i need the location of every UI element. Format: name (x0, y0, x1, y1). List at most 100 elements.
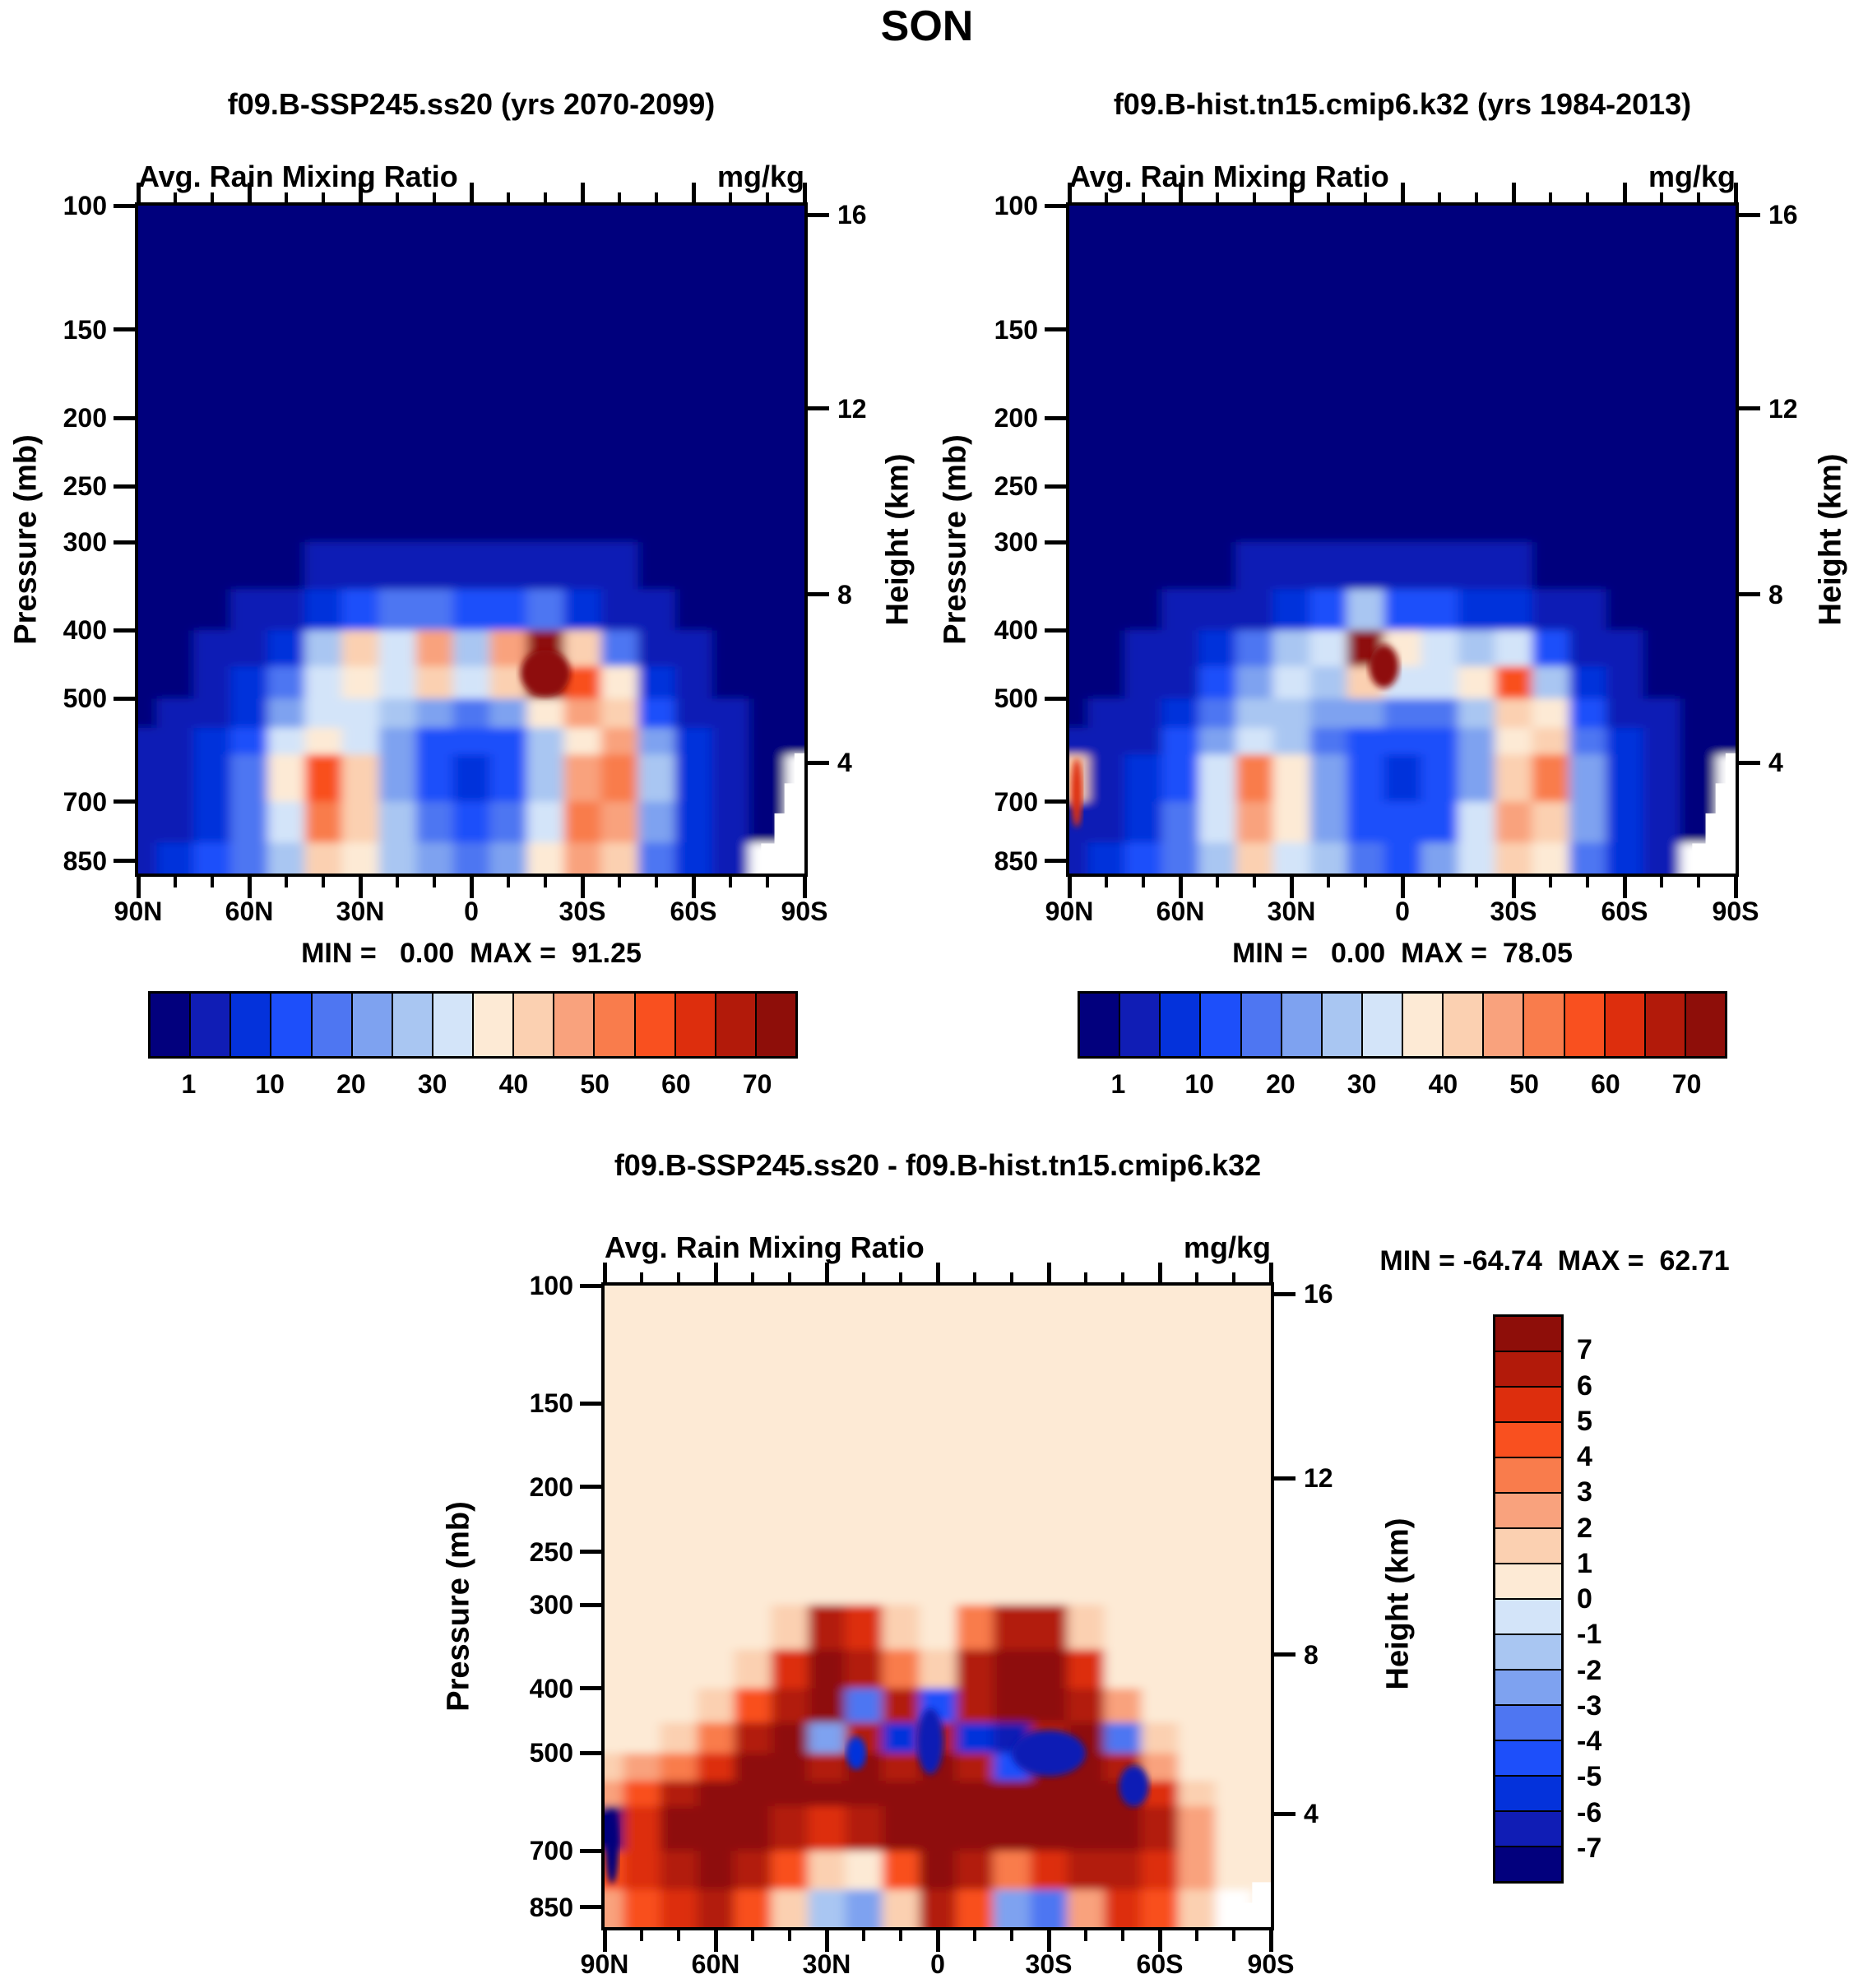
lat-tick-minor-top (1253, 192, 1256, 202)
panel-title: f09.B-SSP245.ss20 - f09.B-hist.tn15.cmip… (614, 1148, 1262, 1182)
lat-tick-major (247, 877, 252, 898)
lat-tick-minor (973, 1930, 976, 1941)
stats-line: MIN = -64.74 MAX = 62.71 (1379, 1245, 1730, 1277)
colorbar-cell (191, 994, 232, 1056)
colorbar-cell (1605, 994, 1646, 1056)
colorbar-cell (554, 994, 596, 1056)
colorbar-tick-label: 20 (336, 1069, 366, 1099)
lat-tick-major (1289, 877, 1294, 898)
lat-tick-minor (1232, 1930, 1235, 1941)
pressure-tick (580, 1686, 601, 1691)
colorbar-cell (514, 994, 555, 1056)
height-tick-label: 8 (1304, 1639, 1319, 1670)
lat-tick-minor (729, 877, 732, 887)
colorbar-cell (1495, 1741, 1561, 1777)
lat-tick-minor (1327, 877, 1330, 887)
height-tick (1274, 1652, 1295, 1657)
pressure-tick-label: 300 (63, 527, 107, 558)
pressure-tick-label: 500 (63, 684, 107, 714)
pressure-tick (1045, 484, 1066, 489)
colorbar-cell (1685, 994, 1725, 1056)
lat-tick-major (1046, 1930, 1051, 1952)
lat-tick-major (1067, 877, 1072, 898)
lat-tick-label: 60S (670, 897, 717, 926)
pressure-tick-label: 400 (529, 1673, 573, 1703)
colorbar-tick-label: 10 (1184, 1069, 1214, 1099)
lat-tick-minor-top (751, 1272, 754, 1282)
colorbar-cell (1495, 1494, 1561, 1529)
lat-tick-major (580, 877, 585, 898)
colorbar-cell (231, 994, 272, 1056)
lat-tick-minor-top (507, 192, 510, 202)
pressure-tick (580, 1283, 601, 1288)
pressure-tick-label: 100 (529, 1271, 573, 1300)
height-tick (1739, 760, 1760, 765)
colorbar-tick-label: 30 (1346, 1069, 1377, 1099)
pressure-tick (1045, 859, 1066, 864)
height-tick-label: 16 (1768, 200, 1798, 229)
lat-tick-minor-top (285, 192, 288, 202)
pressure-axis-label: Pressure (mb) (938, 434, 973, 645)
pressure-tick (1045, 415, 1066, 420)
pressure-tick-label: 300 (529, 1590, 573, 1620)
field-hotspot (1071, 758, 1082, 827)
height-tick-label: 12 (1768, 393, 1798, 424)
diff-colorbar-tick-label: -7 (1577, 1832, 1602, 1864)
pressure-tick (580, 1750, 601, 1755)
panel-title: f09.B-SSP245.ss20 (yrs 2070-2099) (227, 87, 716, 121)
height-tick (808, 760, 829, 765)
lat-tick-major (602, 1930, 607, 1952)
pressure-tick (580, 1401, 601, 1406)
lat-tick-label: 0 (464, 897, 479, 926)
lat-tick-minor-top (655, 192, 658, 202)
diff-colorbar-tick-label: 0 (1577, 1583, 1592, 1615)
diff-colorbar-tick-label: 3 (1577, 1476, 1592, 1508)
lat-tick-minor (788, 1930, 791, 1941)
colorbar-tick-label: 40 (1428, 1069, 1458, 1099)
lat-tick-label: 30S (1025, 1949, 1073, 1979)
pressure-tick-label: 400 (994, 615, 1038, 646)
height-tick-label: 4 (1304, 1799, 1319, 1829)
diff-colorbar-tick-label: -1 (1577, 1619, 1602, 1651)
variable-label: Avg. Rain Mixing Ratio (1069, 160, 1389, 193)
pressure-tick (114, 484, 135, 489)
colorbar-cell (675, 994, 716, 1056)
lat-tick-major-top (1733, 183, 1738, 202)
lat-tick-label: 30N (1267, 897, 1316, 926)
lat-tick-minor-top (1105, 192, 1108, 202)
pressure-tick-label: 150 (994, 314, 1038, 345)
heatmap-field (605, 1286, 1271, 1927)
lat-tick-minor-top (174, 192, 177, 202)
colorbar-cell (1495, 1812, 1561, 1847)
pressure-tick (580, 1602, 601, 1607)
pressure-tick (1045, 696, 1066, 701)
height-tick-label: 16 (837, 200, 867, 229)
lat-tick-label: 30S (1490, 897, 1537, 926)
colorbar-cell (1524, 994, 1565, 1056)
pressure-tick (114, 327, 135, 332)
colorbar-cell (1444, 994, 1485, 1056)
lat-tick-major (935, 1930, 940, 1952)
panel-title: f09.B-hist.tn15.cmip6.k32 (yrs 1984-2013… (1113, 87, 1692, 121)
height-tick-label: 12 (837, 393, 867, 424)
lat-tick-minor (766, 877, 769, 887)
pressure-axis-label: Pressure (mb) (441, 1501, 476, 1712)
colorbar-cell (1282, 994, 1323, 1056)
colorbar-cell (1645, 994, 1686, 1056)
pressure-tick-label: 300 (994, 527, 1038, 558)
pressure-tick (114, 799, 135, 804)
panel-subtitle-row: Avg. Rain Mixing Ratio mg/kg (605, 1229, 1271, 1265)
pressure-axis-label: Pressure (mb) (8, 434, 44, 645)
field-hotspot (605, 1810, 619, 1884)
lat-tick-minor (618, 877, 621, 887)
lat-tick-label: 30N (336, 897, 385, 926)
height-axis-label: Height (km) (1813, 453, 1848, 626)
lat-tick-major-top (824, 1263, 829, 1282)
lat-tick-major (358, 877, 363, 898)
lat-tick-minor-top (1142, 192, 1145, 202)
lat-tick-major (1268, 1930, 1273, 1952)
colorbar-cell (1495, 1317, 1561, 1352)
pressure-tick-label: 500 (529, 1738, 573, 1768)
